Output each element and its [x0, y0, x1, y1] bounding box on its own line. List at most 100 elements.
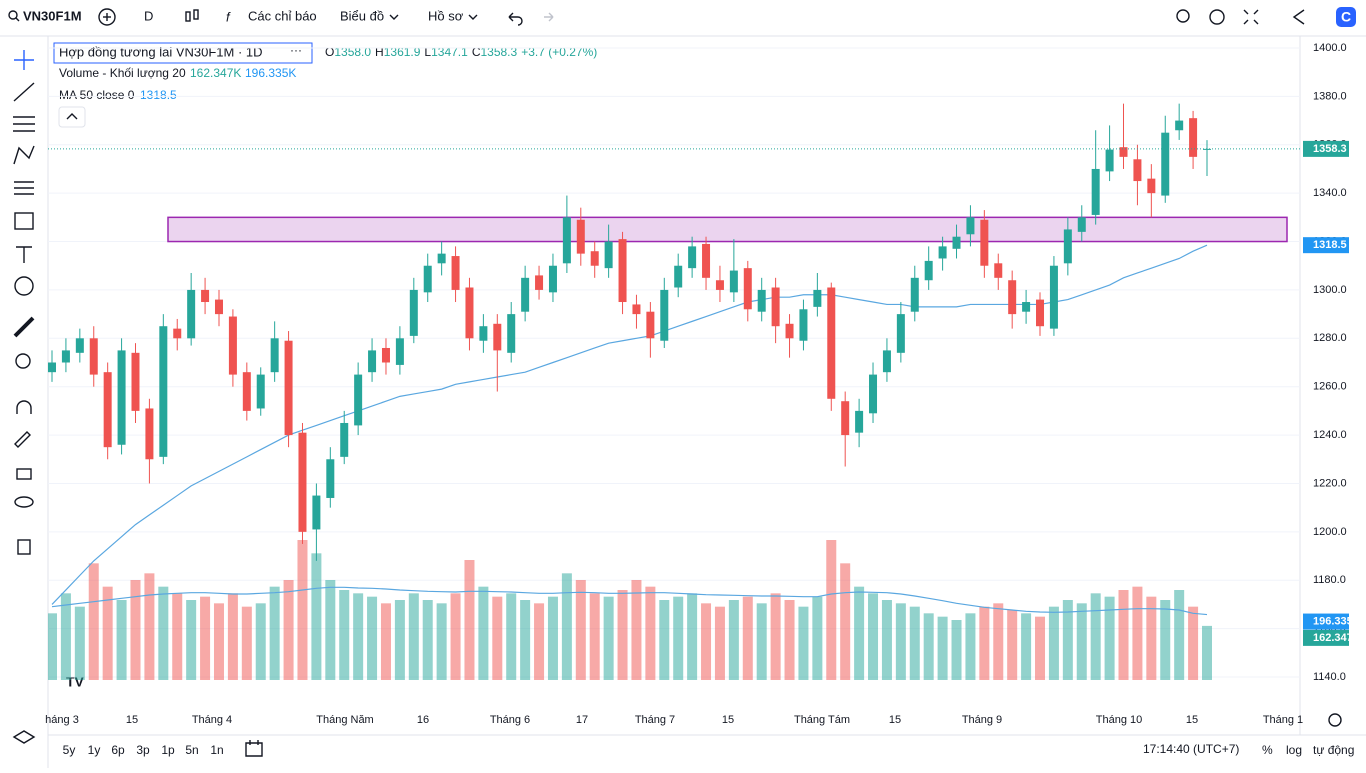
range-button[interactable]: 3p	[136, 743, 150, 757]
volume-bar	[1021, 613, 1032, 680]
candle-body	[869, 374, 878, 414]
chart-style-button[interactable]	[185, 9, 199, 22]
axis-settings[interactable]	[1328, 713, 1342, 727]
candle-body	[1008, 280, 1017, 315]
crosshair-tool[interactable]	[14, 50, 34, 70]
trendline-tool[interactable]	[13, 82, 35, 102]
percent-toggle[interactable]: %	[1262, 743, 1273, 757]
time-label: 15	[1186, 714, 1198, 726]
volume-ma-line	[51, 586, 1208, 616]
volume-bar	[909, 606, 920, 680]
volume-bar	[74, 606, 85, 680]
ohlc-c: 1358.3	[480, 45, 517, 59]
time-label: Tháng Năm	[316, 714, 373, 726]
candle-body	[980, 219, 989, 266]
magnet-tool[interactable]	[16, 400, 32, 414]
candle-body	[493, 323, 502, 351]
volume-bar	[1048, 606, 1059, 680]
range-button[interactable]: 1p	[161, 743, 175, 757]
candle-body	[855, 410, 864, 433]
volume-bar	[367, 596, 378, 680]
fullscreen-button[interactable]	[1243, 9, 1259, 25]
shape-tool[interactable]	[14, 212, 34, 230]
volume-bar	[464, 560, 475, 680]
range-button[interactable]: 1y	[88, 743, 101, 757]
date-range-button[interactable]	[245, 740, 263, 757]
candle-body	[1175, 120, 1184, 131]
range-button[interactable]: 5y	[63, 743, 76, 757]
candle-body	[924, 260, 933, 281]
candle-body	[1022, 302, 1031, 312]
pattern-tool[interactable]	[13, 145, 35, 165]
volume-bar	[687, 593, 698, 680]
auto-toggle[interactable]: tự động	[1313, 743, 1354, 757]
undo[interactable]	[508, 12, 523, 26]
volume-badge: 162.347K	[1313, 632, 1361, 644]
text-tool[interactable]	[16, 246, 32, 263]
symbol[interactable]: VN30F1M	[23, 8, 82, 23]
price-tick-label: 1200.0	[1313, 526, 1347, 538]
trash-tool[interactable]	[17, 539, 31, 555]
redo[interactable]	[544, 12, 554, 22]
ruler-tool[interactable]	[13, 316, 35, 338]
draw-mode-tool[interactable]	[14, 431, 31, 448]
clock: 17:14:40 (UTC+7)	[1143, 742, 1239, 756]
collapse-legend[interactable]	[58, 106, 86, 128]
time-label: 16	[417, 714, 429, 726]
volume-bar	[1146, 596, 1157, 680]
lock-tool[interactable]	[16, 468, 32, 480]
candle-body	[771, 287, 780, 327]
share-button[interactable]	[1292, 9, 1305, 25]
indicators-button[interactable]: Các chỉ báo	[248, 8, 317, 23]
zoom-tool[interactable]	[15, 353, 31, 369]
compare-button[interactable]	[98, 8, 116, 26]
candle-body	[61, 350, 70, 363]
volume-bar	[172, 593, 183, 680]
volume-bar	[756, 603, 767, 680]
settings-button[interactable]	[1209, 9, 1225, 25]
layers-button[interactable]	[12, 730, 36, 744]
volume-bar	[241, 606, 252, 680]
volume-bar	[478, 586, 489, 680]
candle-body	[214, 299, 223, 315]
candle-body	[660, 289, 669, 341]
chevron	[389, 14, 399, 20]
volume-bar	[923, 613, 934, 680]
candle-body	[799, 309, 808, 341]
price-tick-label: 1300.0	[1313, 284, 1347, 296]
log-toggle[interactable]: log	[1286, 743, 1302, 757]
replay-button[interactable]	[1176, 9, 1190, 23]
search-icon[interactable]	[8, 10, 20, 22]
left-toolbar	[12, 50, 36, 744]
legend-more[interactable]: ···	[290, 43, 302, 57]
volume-bar	[520, 600, 531, 680]
volume-bar	[617, 590, 628, 680]
range-button[interactable]: 1n	[210, 743, 223, 757]
volume-bar	[130, 580, 141, 680]
volume-bar	[770, 593, 781, 680]
chart-menu[interactable]: Biểu đồ	[340, 8, 384, 23]
volume-bar	[1090, 593, 1101, 680]
volume-bar	[1160, 600, 1171, 680]
emoji-tool[interactable]	[14, 276, 34, 296]
candle-body	[1161, 132, 1170, 196]
interval[interactable]: D	[144, 8, 153, 23]
volume-bar	[798, 606, 809, 680]
candle-body	[562, 217, 571, 264]
profile-menu[interactable]: Hồ sơ	[428, 8, 464, 23]
volume-bar	[854, 586, 865, 680]
volume-bar	[506, 593, 517, 680]
candle-body	[381, 347, 390, 363]
bottom-bar: 5y 1y 6p 3p 1p 5n 1n	[63, 743, 224, 757]
fx-icon[interactable]: f	[226, 9, 231, 24]
forecast-tool[interactable]	[14, 181, 34, 195]
visibility-tool[interactable]	[14, 496, 34, 508]
range-button[interactable]: 5n	[185, 743, 198, 757]
range-button[interactable]: 6p	[111, 743, 125, 757]
candle-body	[409, 289, 418, 336]
fib-tool[interactable]	[13, 116, 35, 132]
logo[interactable]	[1336, 7, 1356, 27]
volume-bar	[673, 596, 684, 680]
volume-bar	[575, 580, 586, 680]
candle-body	[340, 422, 349, 457]
